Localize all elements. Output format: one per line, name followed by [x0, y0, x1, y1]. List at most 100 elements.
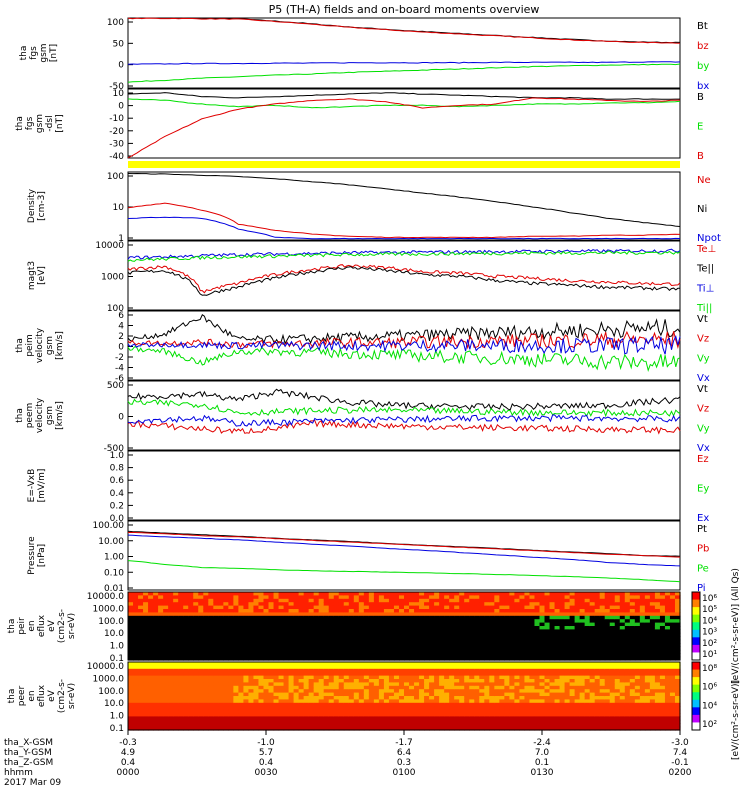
heatmap-cell [193, 656, 199, 661]
heatmap-cell [288, 672, 295, 677]
x-tick-label: 0030 [255, 768, 278, 778]
heatmap-cell [674, 723, 681, 728]
heatmap-cell [208, 639, 214, 644]
heatmap-cell [338, 696, 345, 700]
heatmap-cell [188, 595, 194, 600]
heatmap-cell [659, 626, 666, 630]
heatmap-cell [519, 706, 526, 711]
heatmap-cell [554, 723, 561, 728]
heatmap-cell [283, 668, 290, 673]
heatmap-cell [579, 636, 586, 641]
colorbar-segment [692, 714, 700, 723]
panel-peer: tha peer en eflux eV (cm2-s-sr-eV)10000.01000… [7, 661, 681, 734]
heatmap-cell [499, 619, 505, 624]
heatmap-cell [143, 609, 149, 613]
heatmap-cell [348, 656, 355, 661]
heatmap-cell [479, 702, 485, 707]
heatmap-cell [318, 672, 325, 677]
heatmap-cell [529, 592, 536, 596]
heatmap-cell [388, 649, 395, 654]
heatmap-cell [524, 643, 531, 647]
heatmap-cell [514, 622, 521, 627]
heatmap-cell [414, 668, 420, 673]
heatmap-cell [529, 656, 536, 661]
heatmap-cell [288, 612, 295, 617]
heatmap-cell [674, 649, 681, 654]
heatmap-cell [674, 646, 681, 651]
heatmap-cell [178, 646, 184, 651]
heatmap-cell [404, 598, 410, 603]
heatmap-cell [198, 662, 204, 666]
heatmap-cell [333, 629, 340, 634]
heatmap-cell [419, 699, 425, 704]
y-tick-label: 0.8 [110, 464, 125, 474]
heatmap-cell [243, 639, 250, 644]
heatmap-cell [634, 622, 641, 627]
heatmap-cell [238, 626, 245, 630]
heatmap-cell [404, 692, 410, 697]
heatmap-cell [444, 709, 450, 714]
heatmap-cell [158, 632, 164, 637]
heatmap-cell [218, 723, 224, 728]
legend-entry: bz [697, 41, 709, 52]
heatmap-cell [619, 615, 626, 620]
heatmap-cell [243, 605, 250, 610]
heatmap-cell [168, 656, 174, 661]
heatmap-cell [263, 679, 270, 683]
heatmap-cell [328, 602, 335, 607]
heatmap-cell [373, 636, 380, 641]
heatmap-cell [429, 626, 435, 630]
heatmap-cell [604, 713, 611, 717]
heatmap-cell [248, 672, 255, 677]
heatmap-cell [419, 685, 425, 690]
heatmap-cell [208, 646, 214, 651]
heatmap-cell [599, 632, 606, 637]
heatmap-cell [429, 605, 435, 610]
heatmap-cell [383, 619, 390, 624]
heatmap-cell [474, 665, 480, 670]
heatmap-cell [138, 723, 144, 728]
heatmap-cell [529, 646, 536, 651]
heatmap-cell [419, 598, 425, 603]
heatmap-cell [288, 602, 295, 607]
heatmap-cell [449, 602, 455, 607]
heatmap-cell [634, 636, 641, 641]
heatmap-cell [659, 675, 666, 680]
heatmap-cell [514, 643, 521, 647]
heatmap-cell [529, 665, 536, 670]
heatmap-cell [133, 653, 139, 658]
heatmap-cell [674, 639, 681, 644]
heatmap-cell [158, 675, 164, 680]
heatmap-cell [524, 622, 531, 627]
heatmap-cell [554, 646, 561, 651]
heatmap-cell [639, 602, 646, 607]
heatmap-cell [454, 639, 460, 644]
heatmap-cell [333, 685, 340, 690]
heatmap-cell [228, 646, 234, 651]
heatmap-cell [338, 626, 345, 630]
heatmap-cell [569, 696, 576, 700]
heatmap-cell [323, 726, 330, 731]
heatmap-cell [439, 689, 445, 694]
heatmap-cell [168, 632, 174, 637]
heatmap-cell [669, 636, 676, 641]
heatmap-cell [404, 619, 410, 624]
heatmap-cell [398, 662, 405, 666]
heatmap-cell [649, 709, 656, 714]
heatmap-cell [338, 656, 345, 661]
heatmap-cell [594, 668, 601, 673]
heatmap-cell [509, 605, 515, 610]
colorbar-segment [692, 592, 700, 601]
heatmap-cell [208, 665, 214, 670]
heatmap-cell [138, 598, 144, 603]
heatmap-cell [539, 622, 546, 627]
heatmap-cell [459, 679, 465, 683]
heatmap-cell [328, 656, 335, 661]
heatmap-cell [173, 595, 179, 600]
heatmap-cell [203, 689, 209, 694]
heatmap-cell [504, 672, 510, 677]
heatmap-cell [544, 726, 551, 731]
heatmap-cell [183, 713, 189, 717]
